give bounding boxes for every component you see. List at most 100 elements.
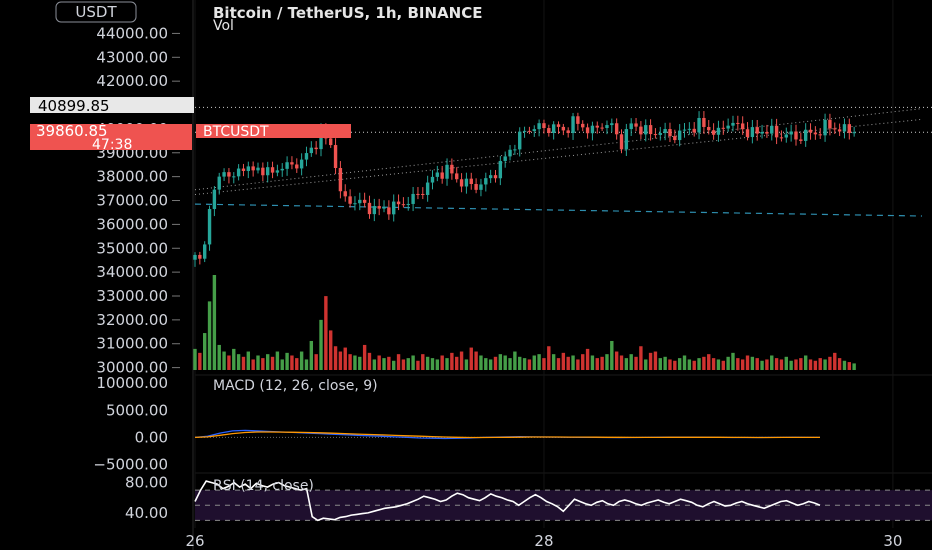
chart-title: Bitcoin / TetherUS, 1h, BINANCE — [213, 4, 482, 22]
countdown-value: 47:38 — [92, 137, 132, 153]
candle-body — [813, 132, 818, 135]
symbol-tag: BTCUSDT — [196, 124, 351, 140]
candle-body — [314, 147, 318, 150]
volume-bar — [396, 354, 401, 370]
volume-bar — [721, 360, 725, 370]
volume-bar — [270, 356, 275, 370]
candle-body — [430, 176, 435, 183]
volume-bar — [329, 330, 333, 370]
volume-bar — [624, 358, 629, 370]
volume-bar — [508, 358, 512, 370]
volume-bar — [644, 359, 648, 370]
candle-body — [261, 167, 265, 176]
volume-bar — [459, 351, 464, 370]
volume-bar — [474, 351, 478, 370]
volume-bar — [590, 355, 595, 370]
rsi-tick-label: 40.00 — [125, 504, 168, 522]
grid-lines — [192, 0, 932, 550]
candle-body — [333, 145, 338, 169]
candle-body — [217, 176, 221, 190]
macd-tick-label: −5000.00 — [93, 456, 168, 474]
candle-body — [299, 159, 304, 169]
candle-body — [614, 123, 619, 135]
volume-bar — [222, 351, 226, 370]
candle-body — [484, 178, 488, 185]
volume-bar — [246, 351, 251, 370]
candle-body — [358, 199, 362, 204]
candle-body — [595, 125, 599, 128]
time-tick-label: 26 — [185, 532, 204, 550]
candle-body — [392, 201, 396, 215]
volume-bar — [464, 359, 469, 370]
volume-bar — [484, 358, 488, 370]
macd-tick-label: 0.00 — [135, 428, 168, 446]
candle-body — [387, 207, 391, 215]
candle-body — [532, 129, 536, 132]
price-tick-label: 35000.00 — [96, 239, 168, 257]
volume-bar — [280, 359, 284, 370]
volume-bar — [716, 359, 721, 370]
volume-bar — [411, 355, 415, 370]
price-tick-label: 30000.00 — [96, 359, 168, 377]
candle-body — [401, 204, 406, 206]
candle-body — [498, 160, 503, 179]
price-tick-label: 33000.00 — [96, 287, 168, 305]
volume-bar — [619, 355, 624, 370]
volume-bar — [343, 347, 347, 370]
candle-body — [236, 168, 241, 177]
candle-body — [658, 133, 662, 135]
volume-bar — [232, 348, 236, 370]
candle-body — [440, 172, 444, 179]
volume-bar — [227, 355, 231, 370]
rsi-line — [194, 480, 821, 522]
volume-bar — [823, 359, 827, 370]
candle-body — [227, 172, 231, 177]
candle-body — [803, 129, 808, 141]
candle-body — [513, 149, 517, 151]
candle-body — [677, 130, 682, 141]
candle-body — [581, 123, 585, 128]
candle-body — [852, 132, 856, 134]
candle-body — [745, 129, 750, 137]
volume-bar — [207, 301, 212, 370]
rsi-pane — [194, 480, 932, 522]
candle-body — [590, 125, 595, 134]
volume-bar — [692, 360, 696, 370]
candles — [193, 111, 856, 267]
volume-bar — [658, 358, 662, 370]
volume-bar — [358, 356, 362, 370]
volume-bar — [595, 358, 599, 370]
volume-bar — [198, 352, 202, 370]
volume-bar — [266, 354, 270, 370]
candle-body — [372, 206, 377, 215]
candle-body — [348, 196, 352, 204]
candle-body — [202, 244, 207, 259]
candle-body — [668, 129, 672, 137]
volume-bar — [648, 352, 653, 370]
candle-body — [818, 134, 822, 136]
volume-bar — [784, 356, 788, 370]
volume-bar — [687, 359, 692, 370]
candle-body — [770, 125, 774, 134]
volume-bar — [348, 354, 352, 370]
volume-bar — [392, 360, 396, 370]
candle-body — [464, 178, 469, 187]
currency-button[interactable]: USDT — [55, 1, 137, 23]
volume-bar — [445, 358, 449, 370]
volume-bar — [789, 360, 793, 370]
volume-bar — [518, 356, 522, 370]
candle-body — [634, 123, 638, 127]
volume-bar — [673, 360, 677, 370]
price-axis: 44000.0043000.0042000.0041000.0040000.00… — [96, 24, 180, 377]
candle-body — [518, 131, 522, 150]
volume-bar — [537, 354, 541, 370]
price-tick-label: 36000.00 — [96, 215, 168, 233]
volume-bar — [532, 355, 536, 370]
candle-body — [556, 124, 561, 127]
volume-bar — [421, 354, 425, 370]
volume-bar — [750, 356, 755, 370]
candle-body — [416, 193, 420, 195]
volume-bar — [600, 356, 604, 370]
high-price-tag: 40899.85 — [30, 97, 194, 115]
